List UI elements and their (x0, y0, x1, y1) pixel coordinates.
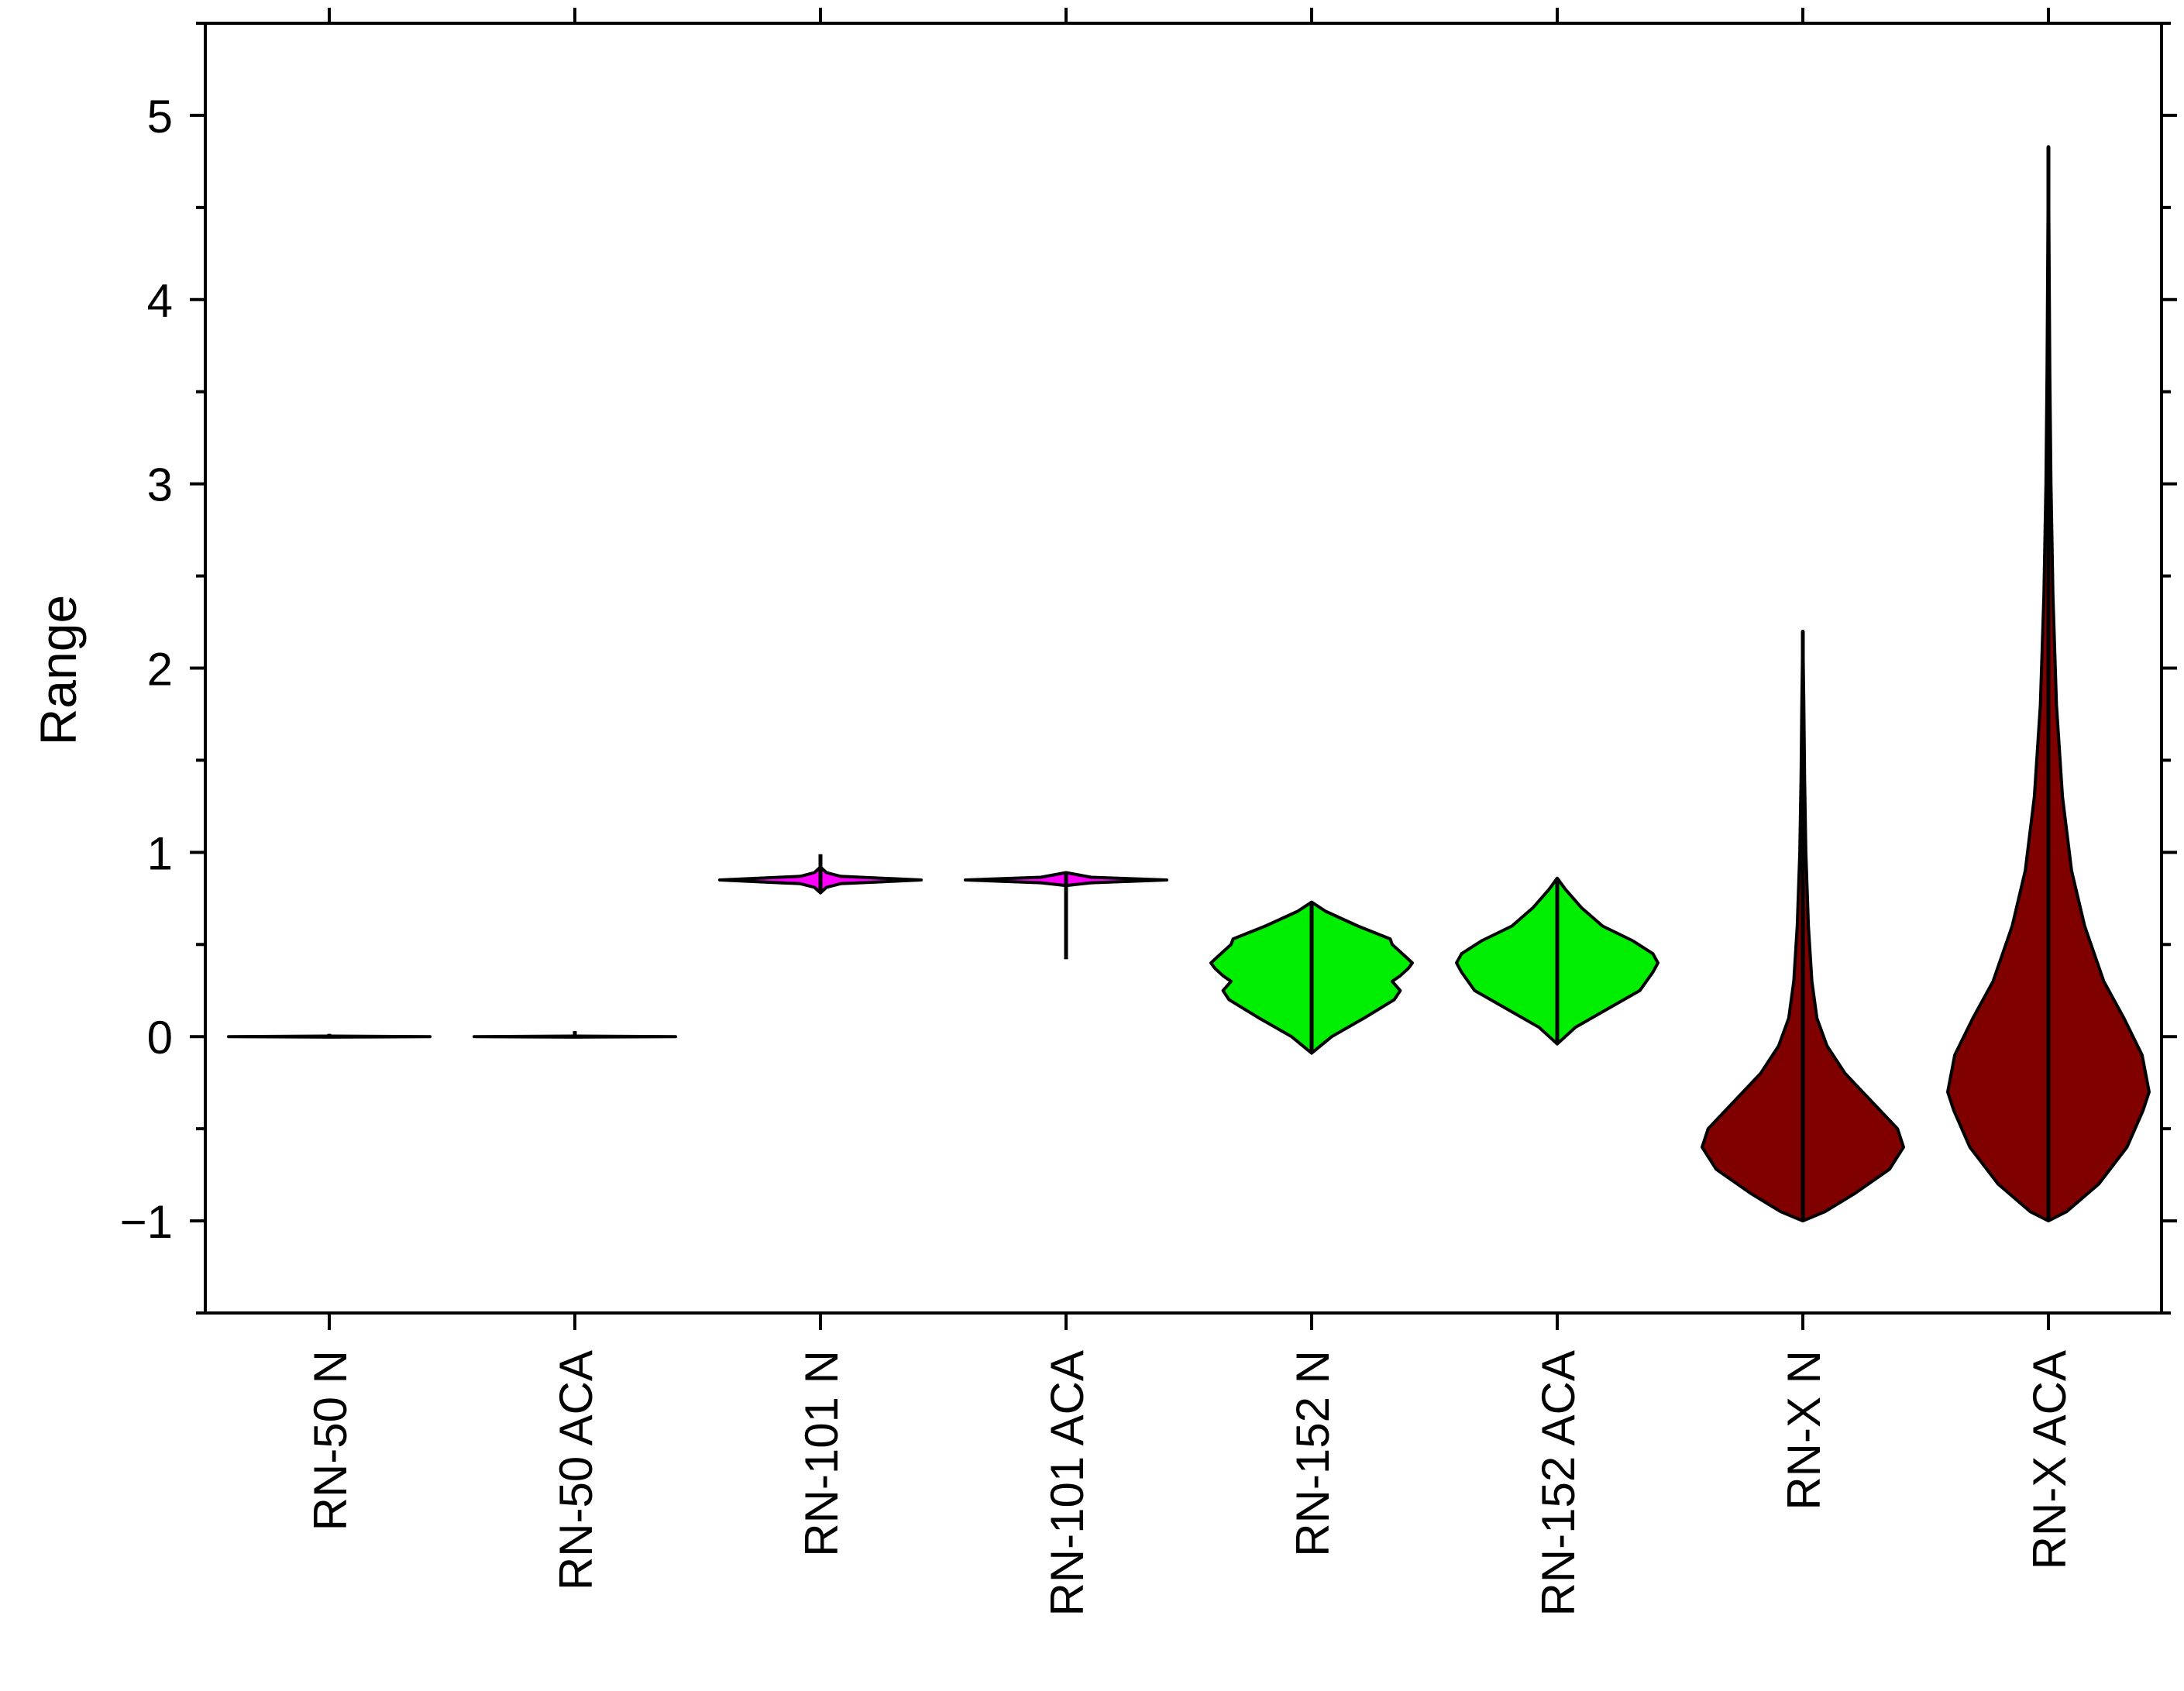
violin-rn-101-n (718, 854, 923, 895)
y-tick-label: 1 (147, 827, 173, 879)
violin-rn-152-n (1209, 900, 1414, 1055)
y-axis-label: Range (29, 595, 87, 746)
y-tick-label: 3 (147, 459, 173, 511)
x-tick-label: RN-X ACA (2024, 1350, 2076, 1569)
x-tick-label: RN-50 N (304, 1350, 356, 1531)
y-tick-label: 0 (147, 1012, 173, 1064)
x-tick-label: RN-101 N (796, 1350, 848, 1557)
x-tick-label: RN-X N (1778, 1350, 1830, 1511)
y-tick-label: 5 (147, 91, 173, 143)
x-tick-label: RN-152 ACA (1532, 1350, 1584, 1616)
violins-layer (227, 145, 2151, 1223)
violin-rn-152-aca (1455, 876, 1659, 1046)
y-tick-label: 4 (147, 275, 173, 327)
x-tick-label: RN-152 N (1287, 1350, 1339, 1557)
y-tick-label: 2 (147, 644, 173, 696)
violin-rn-101-aca (964, 871, 1168, 960)
violin-rn-50-n (227, 1033, 432, 1039)
x-tick-label: RN-50 ACA (550, 1350, 602, 1590)
x-tick-label: RN-101 ACA (1041, 1350, 1093, 1616)
violin-rn-x-aca (1946, 145, 2151, 1223)
violin-rn-x-n (1701, 629, 1905, 1223)
labels-layer: −1 0 1 2 3 4 5 RN-50 N RN-50 ACA RN-101 N RN-101 A… (120, 91, 2076, 1617)
violin-rn-50-aca (473, 1031, 677, 1039)
plot-frame (204, 22, 2163, 1315)
y-tick-label: −1 (120, 1196, 173, 1248)
